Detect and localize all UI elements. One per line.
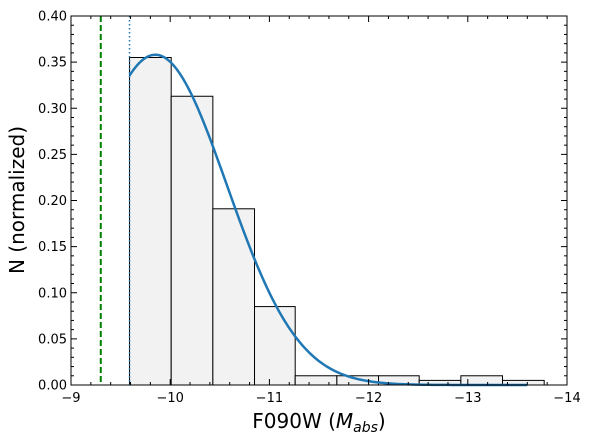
y-tick-label: 0.20 — [38, 194, 67, 209]
histogram-bar — [254, 306, 296, 386]
y-tick-label: 0.15 — [38, 240, 67, 255]
histogram-bar — [129, 57, 172, 386]
histogram-bar — [170, 95, 214, 386]
axis-ticks — [70, 15, 568, 386]
y-tick-label: 0.40 — [38, 10, 67, 25]
x-tick-label: −14 — [553, 391, 580, 406]
x-tick-label: −11 — [256, 391, 283, 406]
x-tick-label: −9 — [61, 391, 80, 406]
x-axis-label-main: F090W — [252, 409, 322, 433]
histogram-bar — [294, 375, 338, 386]
y-tick-label: 0.35 — [38, 56, 67, 71]
histogram-bars — [129, 57, 545, 386]
y-tick-label: 0.30 — [38, 102, 67, 117]
y-tick-label: 0.05 — [38, 332, 67, 347]
x-tick-label: −13 — [454, 391, 481, 406]
histogram-bar — [460, 375, 504, 386]
y-tick-label: 0.10 — [38, 286, 67, 301]
histogram-bar — [212, 208, 256, 386]
x-tick-label: −10 — [156, 391, 183, 406]
x-tick-label: −12 — [355, 391, 382, 406]
axis-tick-labels: −9 −10 −11 −12 −13 −14 0.00 0.05 0.10 0.15 0.20 0.2… — [38, 10, 581, 407]
x-axis-label-math: M — [336, 409, 353, 433]
x-axis-label: F090W (Mabs) — [252, 409, 385, 436]
x-axis-label-math-sub: abs — [353, 420, 378, 436]
y-tick-label: 0.25 — [38, 148, 67, 163]
y-tick-label: 0.00 — [38, 379, 67, 394]
y-axis-label: N (normalized) — [5, 126, 29, 274]
histogram-bar — [336, 375, 380, 386]
